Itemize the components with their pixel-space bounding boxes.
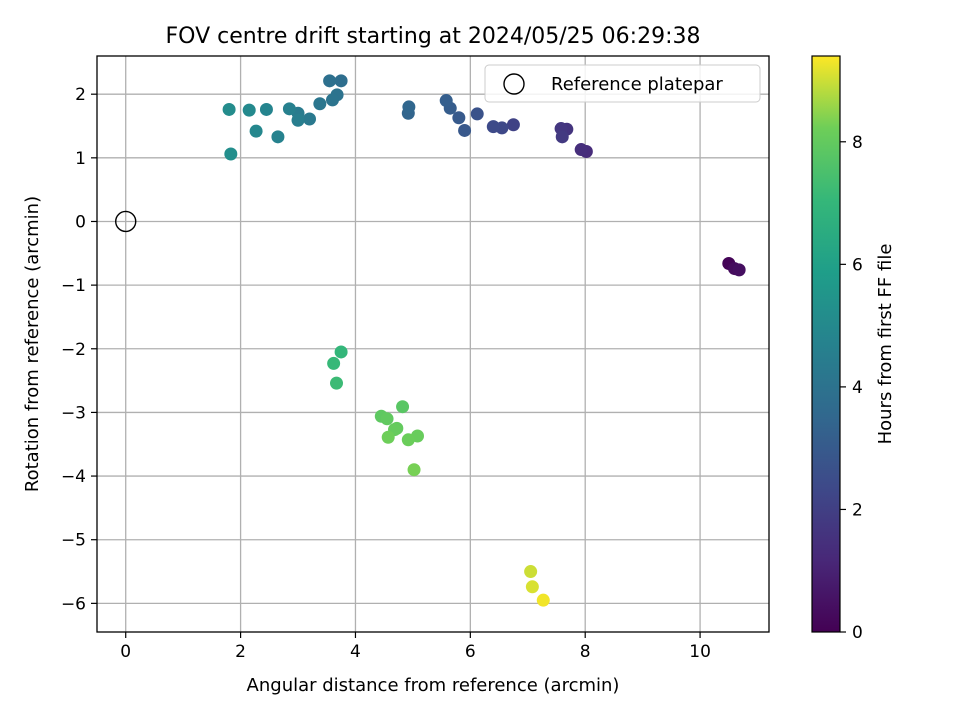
colorbar-tick-label: 8 (852, 133, 863, 153)
reference-platepar-marker (115, 210, 137, 233)
data-point (334, 74, 348, 88)
colorbar-tick-label: 2 (852, 500, 863, 520)
data-point (452, 111, 466, 125)
data-point (470, 107, 484, 121)
x-tick-label: 8 (580, 642, 591, 662)
y-tick-label: −3 (61, 403, 86, 423)
chart-title: FOV centre drift starting at 2024/05/25 … (166, 24, 701, 49)
y-axis-ticks: −6 −5 −4 −3 −2 −1 0 1 2 (61, 85, 97, 614)
y-tick-label: −4 (61, 467, 86, 487)
x-axis-ticks: 0 2 4 6 8 10 (120, 632, 711, 662)
data-point (381, 430, 395, 444)
y-tick-label: 0 (75, 212, 86, 232)
data-point (486, 120, 500, 134)
data-point (327, 356, 341, 370)
legend-box (484, 64, 761, 103)
data-point (330, 376, 344, 390)
legend-label: Reference platepar (551, 74, 723, 95)
colorbar-label: Hours from first FF file (875, 244, 896, 445)
data-point (525, 580, 539, 594)
colorbar: 0 2 4 6 8 Hours from first FF file (811, 55, 896, 643)
data-point (222, 102, 236, 116)
x-tick-label: 10 (689, 642, 711, 662)
data-point (407, 463, 421, 477)
y-tick-label: −1 (61, 276, 86, 296)
data-points (222, 74, 746, 607)
colorbar-tick-label: 0 (852, 623, 863, 643)
y-tick-label: 1 (75, 149, 86, 169)
y-tick-label: 2 (75, 85, 86, 105)
data-point (224, 147, 238, 161)
x-axis-label: Angular distance from reference (arcmin) (247, 675, 620, 696)
data-point (555, 130, 569, 144)
data-point (259, 102, 273, 116)
reference-marker (115, 210, 137, 233)
x-tick-label: 4 (350, 642, 361, 662)
data-point (249, 124, 263, 138)
grid-lines (97, 56, 769, 632)
data-point (458, 123, 472, 137)
colorbar-gradient (811, 55, 841, 633)
y-tick-label: −2 (61, 340, 86, 360)
x-tick-label: 2 (235, 642, 246, 662)
data-point (380, 412, 394, 426)
data-point (401, 433, 415, 447)
data-point (303, 112, 317, 126)
data-point (282, 102, 296, 116)
data-point (732, 263, 746, 277)
colorbar-ticks: 0 2 4 6 8 (840, 133, 863, 643)
data-point (271, 130, 285, 144)
x-tick-label: 0 (120, 642, 131, 662)
data-point (325, 93, 339, 107)
x-tick-label: 6 (465, 642, 476, 662)
y-tick-label: −5 (61, 531, 86, 551)
data-point (396, 400, 410, 414)
data-point (291, 113, 305, 127)
data-point (524, 565, 538, 579)
colorbar-tick-label: 6 (852, 255, 863, 275)
data-point (242, 103, 256, 117)
plot-area-frame (96, 55, 770, 633)
data-point (536, 593, 550, 607)
legend: Reference platepar (484, 64, 761, 103)
data-point (313, 97, 327, 111)
data-point (323, 74, 337, 88)
y-tick-label: −6 (61, 594, 86, 614)
data-point (402, 100, 416, 114)
data-point (574, 143, 588, 157)
legend-marker-icon (503, 73, 525, 95)
data-point (439, 94, 453, 108)
y-axis-label: Rotation from reference (arcmin) (22, 196, 43, 492)
colorbar-tick-label: 4 (852, 378, 863, 398)
data-point (506, 118, 520, 132)
data-point (334, 345, 348, 359)
